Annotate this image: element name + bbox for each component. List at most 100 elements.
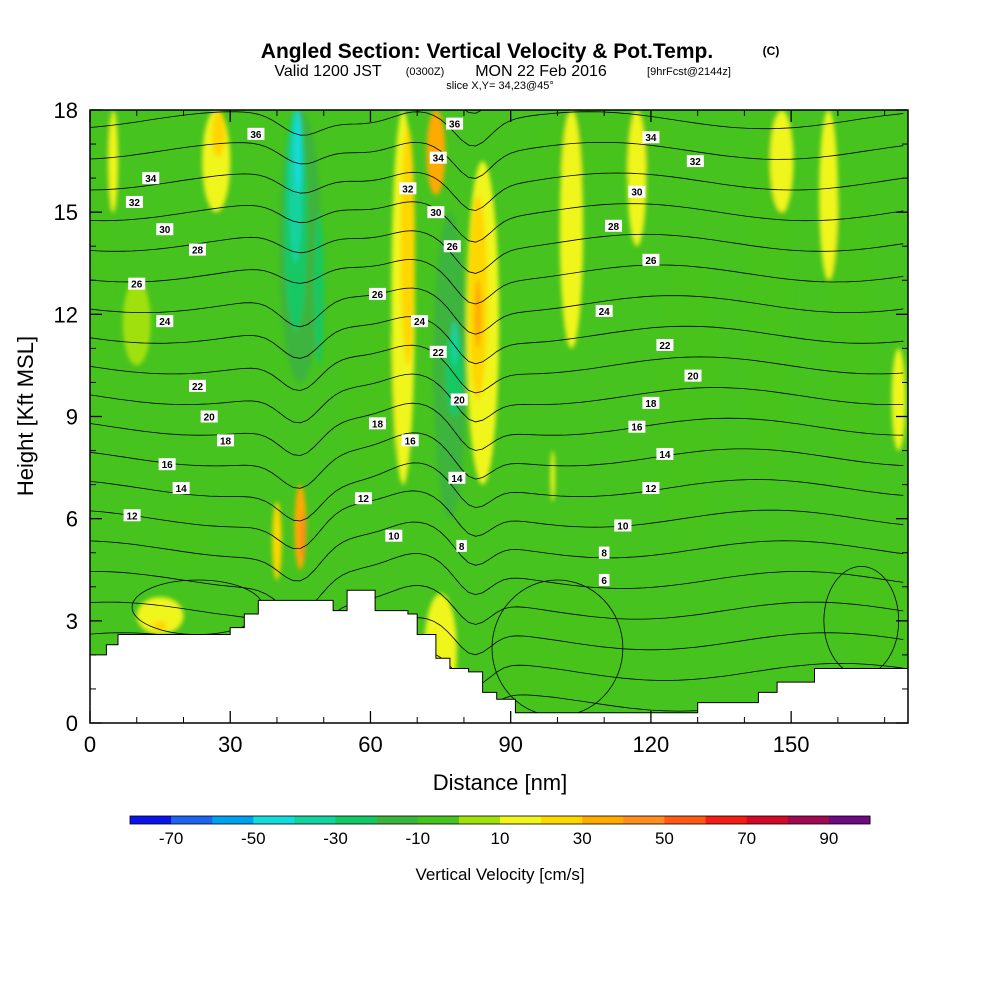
contour-label-5: 16 (158, 458, 176, 471)
contour-label-37: 22 (656, 338, 674, 352)
colorbar-swatch-0 (130, 816, 172, 824)
contour-label-38: 20 (684, 369, 702, 383)
weak-updraft-region-8 (819, 110, 838, 281)
svg-text:36: 36 (250, 130, 262, 141)
svg-text:26: 26 (131, 280, 143, 291)
theta-contour-13 (90, 344, 904, 394)
weak-downdraft-region-7 (155, 501, 212, 570)
svg-text:22: 22 (433, 348, 445, 359)
colorbar-swatch-17 (828, 816, 871, 824)
colorbar-swatch-2 (212, 816, 254, 824)
svg-text:18: 18 (220, 436, 232, 447)
svg-text:32: 32 (129, 198, 141, 209)
x-tick-label-4: 120 (633, 732, 670, 757)
contour-label-13: 32 (125, 195, 143, 209)
weak-downdraft-region-5 (491, 579, 623, 713)
contour-label-25: 18 (368, 417, 386, 430)
colorbar-swatch-15 (746, 816, 789, 824)
weak-downdraft-region-2 (655, 246, 722, 553)
svg-text:10: 10 (617, 521, 629, 532)
theta-contour-12 (90, 373, 904, 424)
colorbar-swatch-12 (623, 816, 665, 824)
x-tick-label-1: 30 (218, 732, 242, 757)
svg-text:24: 24 (599, 307, 611, 318)
colorbar-tick-label-7: 70 (737, 829, 756, 848)
contour-label-20: 26 (443, 240, 461, 253)
contour-label-44: 8 (598, 546, 610, 560)
svg-text:30: 30 (631, 188, 643, 199)
theta-contour-14 (90, 316, 904, 365)
y-tick-label-3: 9 (66, 405, 78, 430)
svg-text:30: 30 (430, 208, 442, 219)
theta-contour-18 (90, 201, 904, 243)
chart-title-block: Angled Section: Vertical Velocity & Pot.… (261, 40, 780, 92)
svg-text:14: 14 (659, 450, 671, 461)
colorbar-swatch-10 (541, 816, 583, 824)
svg-text:36: 36 (449, 120, 461, 131)
colorbar-tick-label-3: -10 (405, 829, 430, 848)
forecast-info: [9hrFcst@2144z] (647, 66, 731, 78)
contour-label-23: 22 (429, 345, 447, 359)
svg-text:28: 28 (608, 222, 620, 233)
contour-label-24: 20 (450, 393, 468, 406)
contour-label-35: 26 (642, 253, 660, 267)
contour-label-33: 30 (628, 185, 646, 199)
contour-label-10: 26 (128, 277, 146, 291)
valid-date: MON 22 Feb 2016 (475, 63, 607, 80)
svg-text:24: 24 (159, 317, 171, 328)
contour-label-21: 26 (368, 287, 386, 301)
chart-title: Angled Section: Vertical Velocity & Pot.… (261, 40, 713, 63)
contour-label-28: 12 (354, 492, 372, 505)
contour-label-3: 12 (123, 509, 141, 522)
y-tick-label-4: 12 (54, 302, 78, 327)
contour-label-17: 34 (429, 151, 447, 165)
weak-updraft-region-7 (770, 110, 794, 213)
svg-text:22: 22 (659, 341, 671, 352)
colorbar-swatch-16 (787, 816, 830, 824)
contour-label-11: 28 (189, 243, 207, 257)
colorbar: -70 -50 -30 -10 10 30 50 70 90 (129, 815, 871, 848)
y-tick-label-2: 6 (66, 507, 78, 532)
downdraft-region-4 (314, 212, 324, 366)
svg-text:20: 20 (454, 395, 466, 406)
colorbar-tick-label-6: 50 (655, 829, 674, 848)
svg-text:34: 34 (433, 154, 445, 165)
theta-contour-20 (90, 141, 904, 179)
theta-contour-6 (90, 553, 904, 614)
contour-label-12: 30 (156, 223, 174, 236)
svg-text:10: 10 (388, 532, 400, 543)
colorbar-tick-label-2: -30 (323, 829, 348, 848)
updraft-region-7 (474, 280, 482, 349)
theta-contour-7 (90, 521, 904, 582)
weak-downdraft-region-4 (828, 178, 876, 502)
weak-downdraft-region-6 (842, 566, 908, 669)
contour-label-40: 16 (628, 420, 646, 434)
theta-contour-19 (90, 171, 904, 211)
theta-contour-5 (90, 585, 904, 645)
contour-labels: 6 8 10 12 14 16 18 20 22 24 26 28 30 32 34 36 36 34 32 30 26… (123, 117, 704, 587)
svg-text:14: 14 (451, 474, 463, 485)
contour-label-7: 20 (200, 410, 218, 424)
y-tick-label-1: 3 (66, 609, 78, 634)
valid-time-prefix: Valid 1200 JST (274, 63, 382, 80)
y-tick-label-0: 0 (66, 711, 78, 736)
slice-info: slice X,Y= 34,23@45° (446, 80, 554, 92)
weak-updraft-region-0 (108, 110, 119, 213)
colorbar-title: Vertical Velocity [cm/s] (415, 865, 584, 884)
svg-text:26: 26 (645, 256, 657, 267)
contour-label-19: 30 (427, 206, 445, 219)
svg-text:8: 8 (601, 549, 607, 560)
theta-contour-25 (90, 0, 903, 21)
svg-text:6: 6 (601, 576, 607, 587)
theta-contour-16 (90, 259, 904, 305)
contour-label-9: 24 (156, 315, 174, 328)
theta-contour-17 (90, 230, 904, 274)
updraft-region-4 (400, 127, 415, 366)
contour-label-43: 10 (614, 519, 632, 532)
svg-text:20: 20 (204, 413, 216, 424)
contour-label-16: 36 (446, 117, 464, 131)
colorbar-swatch-8 (458, 816, 501, 824)
weak-downdraft-region-1 (342, 314, 399, 485)
theta-contour-10 (90, 432, 904, 489)
